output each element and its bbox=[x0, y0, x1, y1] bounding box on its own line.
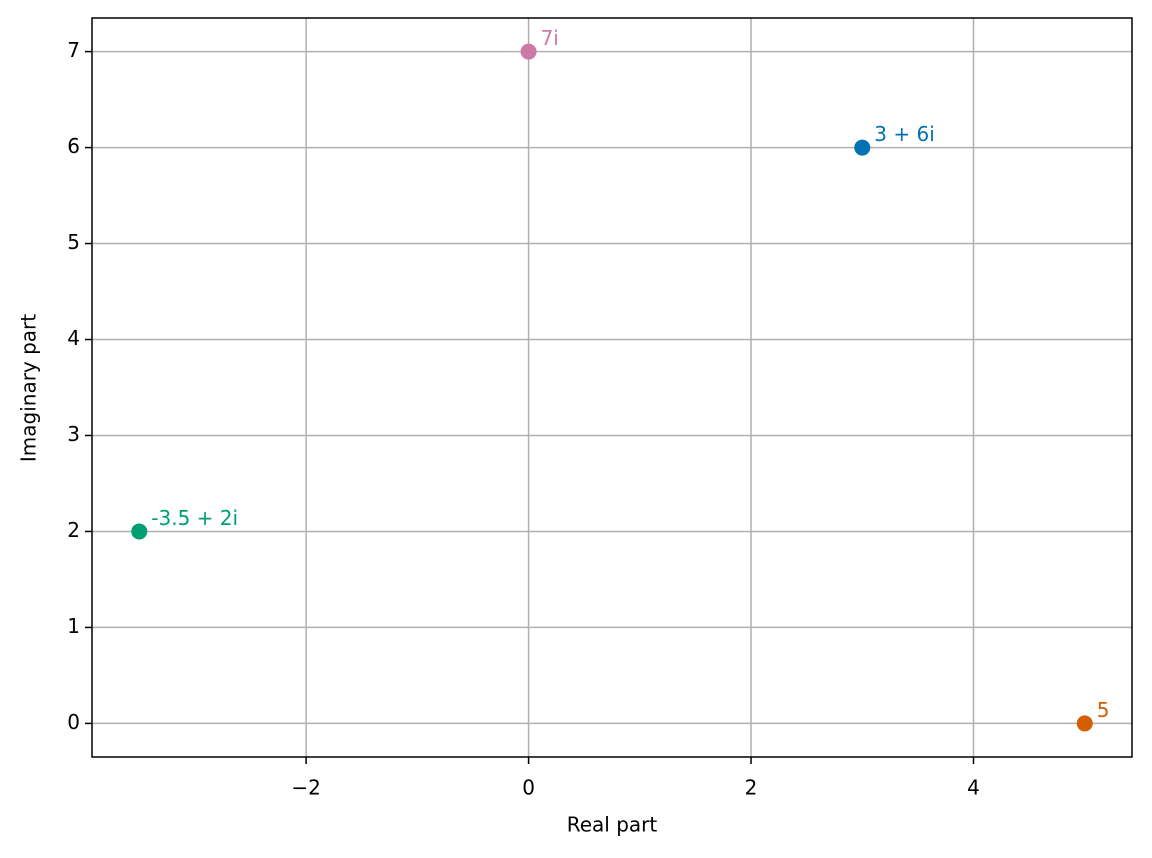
x-tick-label: 4 bbox=[967, 776, 980, 800]
y-tick-label: 6 bbox=[67, 134, 80, 158]
y-tick-label: 0 bbox=[67, 710, 80, 734]
plot-frame bbox=[91, 17, 1133, 758]
y-tick-label: 3 bbox=[67, 422, 80, 446]
y-axis-label: Imaginary part bbox=[17, 314, 41, 462]
x-tick-label: 2 bbox=[745, 776, 758, 800]
point bbox=[1076, 715, 1093, 732]
x-tick-label: −2 bbox=[291, 776, 320, 800]
point bbox=[520, 43, 537, 60]
y-tick-label: 7 bbox=[67, 38, 80, 62]
y-tick-label: 5 bbox=[67, 230, 80, 254]
x-tick-label: 0 bbox=[522, 776, 535, 800]
y-tick-label: 2 bbox=[67, 518, 80, 542]
point-label: 5 bbox=[1097, 698, 1110, 722]
point-label: 3 + 6i bbox=[874, 122, 934, 146]
point bbox=[854, 139, 871, 156]
point-label: 7i bbox=[541, 26, 559, 50]
x-axis-label: Real part bbox=[567, 813, 658, 837]
point-label: -3.5 + 2i bbox=[151, 506, 238, 530]
point bbox=[131, 523, 148, 540]
y-tick-label: 1 bbox=[67, 614, 80, 638]
y-tick-label: 4 bbox=[67, 326, 80, 350]
